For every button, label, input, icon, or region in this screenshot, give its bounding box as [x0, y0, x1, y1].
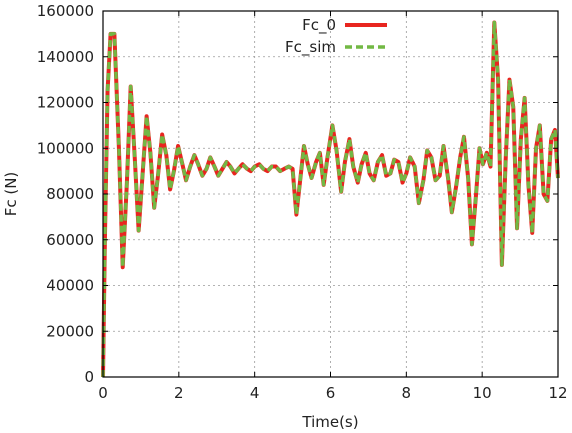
x-tick-label: 12 [548, 384, 567, 402]
legend-label-fc-0: Fc_0 [302, 16, 336, 35]
x-tick-label: 0 [98, 384, 108, 402]
x-tick-label: 6 [326, 384, 336, 402]
series-line-fc-sim [101, 20, 560, 378]
x-tick-label: 4 [250, 384, 260, 402]
y-tick-label: 120000 [37, 94, 94, 112]
grid-lines [103, 11, 558, 377]
axis-ticks [102, 10, 559, 378]
y-tick-label: 60000 [46, 231, 94, 249]
y-tick-label: 160000 [37, 2, 94, 20]
legend: Fc_0 Fc_sim [285, 16, 387, 57]
x-tick-label: 2 [174, 384, 184, 402]
x-tick-label: 8 [402, 384, 412, 402]
y-tick-label: 0 [84, 368, 94, 386]
x-axis-label: Time(s) [301, 413, 358, 431]
y-tick-label: 140000 [37, 48, 94, 66]
legend-label-fc-sim: Fc_sim [285, 38, 336, 57]
x-tick-label: 10 [473, 384, 492, 402]
series-line-fc-0 [101, 20, 560, 378]
y-tick-label: 80000 [46, 185, 94, 203]
tick-labels: 0 2 4 6 8 10 12 0 20000 40000 60000 80000 100000 1200… [37, 2, 568, 402]
y-tick-label: 20000 [46, 322, 94, 340]
y-axis-label: Fc (N) [2, 172, 20, 217]
series-lines [101, 20, 560, 378]
y-tick-label: 40000 [46, 277, 94, 295]
y-tick-label: 100000 [37, 139, 94, 157]
